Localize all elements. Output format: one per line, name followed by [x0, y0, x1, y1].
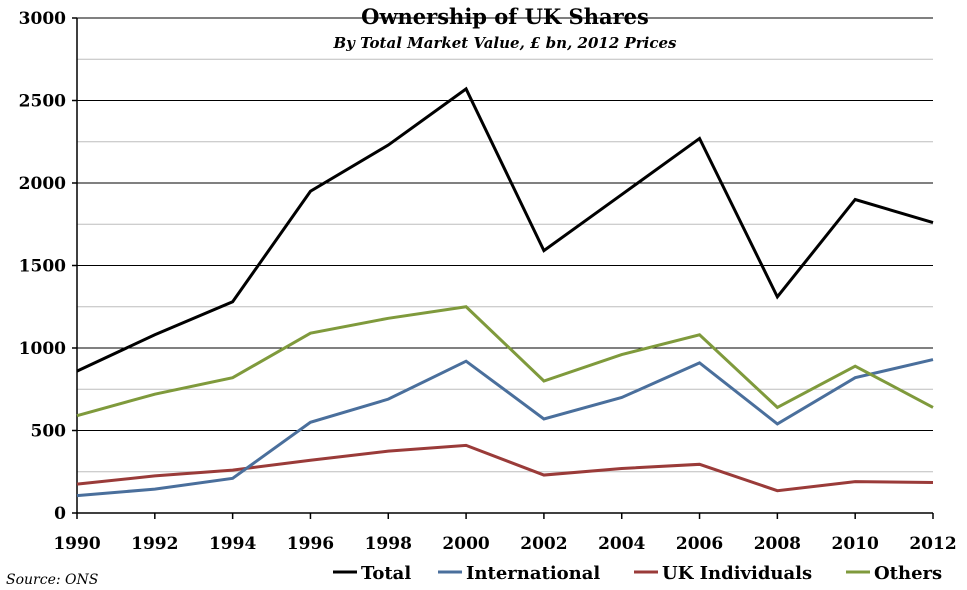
series-line-others: [76, 305, 934, 418]
x-tick-label: 1990: [53, 534, 100, 554]
legend-label-others: Others: [874, 563, 942, 584]
chart-title: Ownership of UK Shares: [361, 4, 649, 29]
series-line-uk-individuals: [76, 443, 934, 493]
y-tick-label: 3000: [19, 9, 66, 29]
chart-subtitle: By Total Market Value, £ bn, 2012 Prices: [333, 34, 678, 52]
series-lines: [76, 86, 934, 498]
y-tick-label: 1000: [19, 339, 66, 359]
x-tick-label: 2008: [754, 534, 801, 554]
y-axis-ticks: 0 500 1000 1500 2000 2500 3000: [19, 9, 77, 524]
y-tick-label: 1500: [19, 257, 66, 277]
y-tick-label: 500: [31, 422, 67, 442]
legend: Total International UK Individuals Others: [333, 563, 942, 584]
x-tick-label: 2012: [909, 534, 956, 554]
y-tick-label: 2000: [19, 174, 66, 194]
gridlines: [77, 17, 933, 473]
x-tick-label: 2000: [442, 534, 489, 554]
x-tick-label: 2010: [832, 534, 879, 554]
x-axis-ticks: 1990 1992 1994 1996 1998 2000 2002 2004 2006 2008…: [53, 513, 957, 554]
x-tick-label: 1996: [287, 534, 334, 554]
series-line-total: [76, 86, 934, 373]
legend-label-total: Total: [361, 563, 411, 584]
x-tick-label: 2004: [598, 534, 645, 554]
source-note: Source: ONS: [6, 572, 98, 588]
legend-label-international: International: [466, 563, 600, 584]
series-line-international: [76, 358, 934, 498]
x-tick-label: 1994: [209, 534, 256, 554]
x-tick-label: 1998: [365, 534, 412, 554]
x-tick-label: 2002: [520, 534, 567, 554]
y-tick-label: 0: [54, 504, 66, 524]
x-tick-label: 1992: [131, 534, 178, 554]
legend-label-uk-individuals: UK Individuals: [662, 563, 812, 584]
x-tick-label: 2006: [676, 534, 723, 554]
y-tick-label: 2500: [19, 92, 66, 112]
